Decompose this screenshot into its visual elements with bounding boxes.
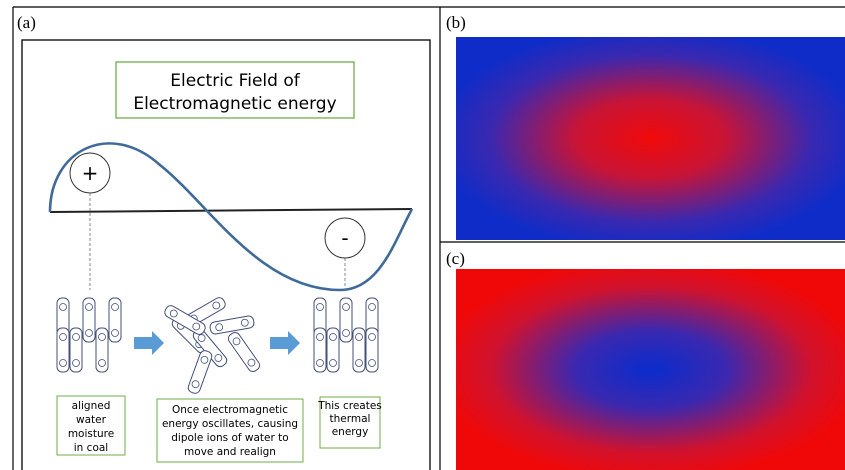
- molecule: [314, 328, 326, 372]
- ion: [99, 360, 106, 367]
- molecule: [327, 328, 339, 372]
- ion: [86, 330, 93, 337]
- ion: [60, 334, 67, 341]
- caption-text: move and realign: [184, 446, 276, 458]
- caption-text: moisture: [68, 428, 114, 440]
- caption-text: water: [76, 414, 107, 426]
- ion: [369, 334, 376, 341]
- ion: [343, 304, 350, 311]
- ion: [73, 360, 80, 367]
- ion: [317, 304, 324, 311]
- caption-text: dipole ions of water to: [171, 432, 288, 444]
- ion: [356, 334, 363, 341]
- diagram-title: Electromagnetic energy: [133, 94, 336, 114]
- caption-text: aligned: [72, 400, 111, 412]
- molecule: [57, 328, 69, 372]
- caption-text: energy oscillates, causing: [162, 418, 298, 430]
- minus-sign: -: [341, 226, 348, 250]
- caption-text: This creates: [317, 400, 382, 412]
- ion: [330, 360, 337, 367]
- figure: (a) (b) (c) Electric Field of Electromag…: [0, 0, 845, 470]
- caption-text: Once electromagnetic: [172, 404, 288, 416]
- ion: [343, 330, 350, 337]
- ion: [112, 304, 119, 311]
- ion: [317, 360, 324, 367]
- caption-text: in coal: [74, 442, 108, 454]
- molecule: [366, 328, 378, 372]
- diagram-title: Electric Field of: [170, 71, 300, 91]
- heatmap-image: [456, 269, 845, 470]
- panel-label: (a): [17, 13, 36, 32]
- ion: [99, 334, 106, 341]
- ion: [356, 360, 363, 367]
- molecule: [70, 328, 82, 372]
- ion: [369, 360, 376, 367]
- molecule: [353, 328, 365, 372]
- ion: [73, 334, 80, 341]
- heatmap-image: [456, 37, 845, 240]
- molecule: [96, 328, 108, 372]
- ion: [60, 360, 67, 367]
- ion: [369, 304, 376, 311]
- ion: [317, 334, 324, 341]
- molecule: [109, 298, 121, 342]
- ion: [112, 330, 119, 337]
- molecule: [83, 298, 95, 342]
- panel-label: (b): [446, 13, 466, 32]
- molecule: [340, 298, 352, 342]
- caption-text: thermal: [330, 413, 371, 425]
- panel-label: (c): [446, 249, 465, 268]
- plus-sign: +: [82, 161, 99, 185]
- caption-text: energy: [332, 426, 369, 438]
- ion: [86, 304, 93, 311]
- ion: [330, 334, 337, 341]
- ion: [60, 304, 67, 311]
